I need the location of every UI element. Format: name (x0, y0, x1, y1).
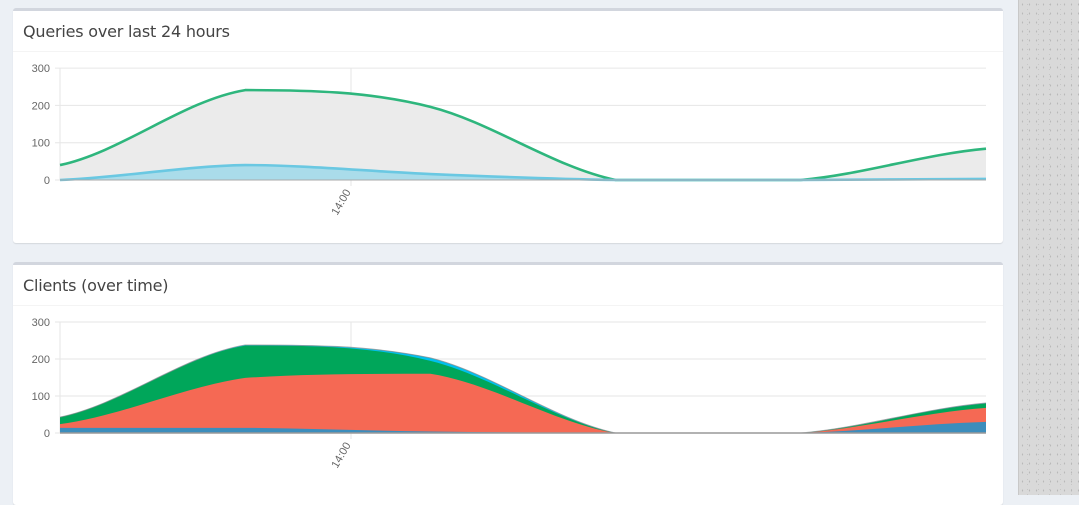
x-tick-label: 14:00 (329, 188, 353, 218)
y-tick-label: 100 (32, 391, 50, 403)
y-tick-label: 0 (44, 175, 50, 187)
clients-panel: Clients (over time) 0 100 200 300 14:00 (13, 262, 1003, 505)
stacked-area (60, 373, 986, 433)
y-tick-label: 300 (32, 317, 50, 329)
queries-chart[interactable]: 0 100 200 300 14:00 (13, 52, 1003, 241)
series-area (60, 90, 986, 180)
y-tick-label: 100 (32, 138, 50, 150)
x-tick-label: 14:00 (329, 441, 353, 471)
page-background-strip (1018, 0, 1079, 495)
queries-panel: Queries over last 24 hours 0 100 200 300 14:… (13, 8, 1003, 243)
clients-panel-header: Clients (over time) (13, 265, 1003, 306)
stacked-area (60, 421, 986, 433)
queries-panel-title: Queries over last 24 hours (23, 21, 230, 41)
series-line[interactable] (59, 88, 987, 182)
y-tick-label: 200 (32, 100, 50, 112)
y-tick-label: 200 (32, 354, 50, 366)
series-area (60, 165, 986, 180)
clients-chart[interactable]: 0 100 200 300 14:00 (13, 306, 1003, 501)
clients-panel-title: Clients (over time) (23, 275, 169, 295)
y-tick-label: 0 (44, 428, 50, 440)
y-tick-label: 300 (32, 63, 50, 75)
queries-panel-header: Queries over last 24 hours (13, 11, 1003, 52)
